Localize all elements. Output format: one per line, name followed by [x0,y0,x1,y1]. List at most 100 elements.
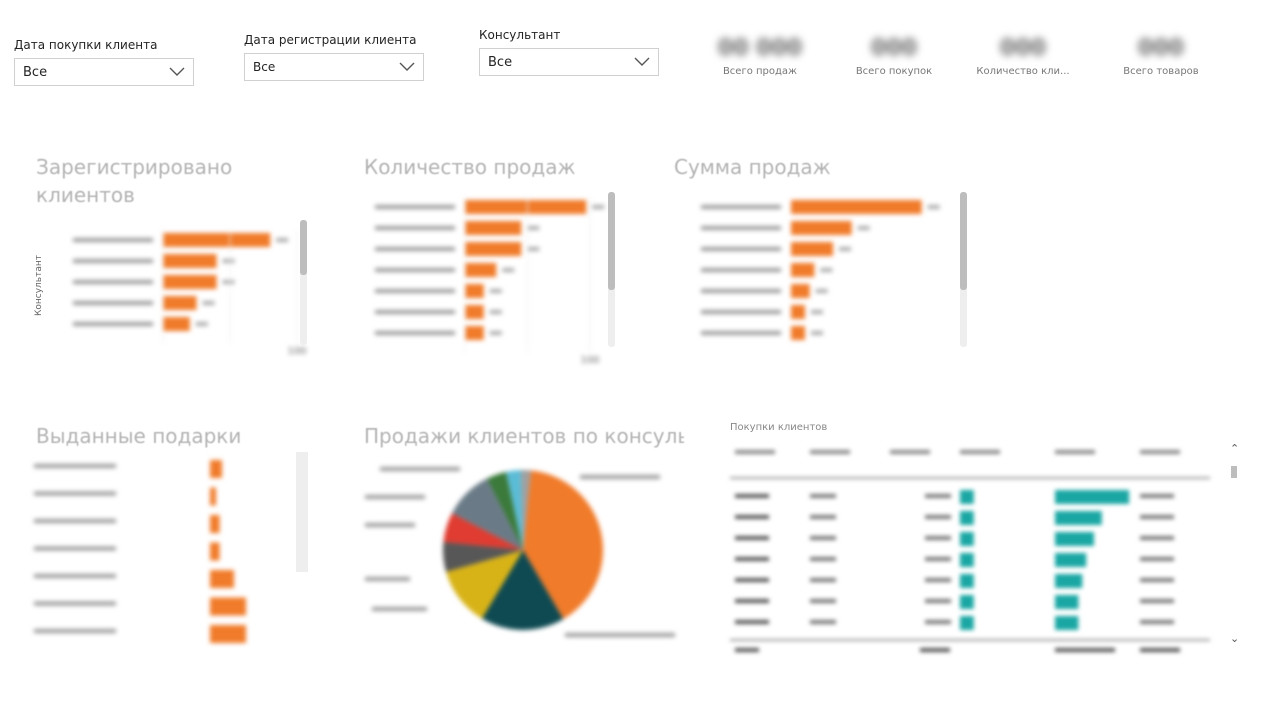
table-databar [960,511,974,525]
slicer-value: Все [253,60,276,74]
bar-category-label [701,289,781,293]
total-cell [735,648,759,652]
bar-category-label [375,310,455,314]
registered-clients-chart: 100 [73,229,307,357]
slicer-dropdown-consultant[interactable]: Все [479,48,659,76]
bar [163,233,271,247]
pie-slice [487,471,523,550]
table-cell [925,599,951,603]
table-scrollbar-thumb[interactable] [1231,466,1237,478]
sales-count-chart: 100 [375,196,605,365]
column-header [890,450,930,454]
slicer-label: Консультант [479,28,561,42]
column-header [1140,450,1180,454]
slicer-dropdown-registration-date[interactable]: Все [244,53,424,81]
total-cell [920,648,950,652]
kpi-value: 00 000 [717,36,803,61]
scrollbar-gifts[interactable] [296,452,308,572]
pie-slice [443,513,523,550]
table-cell [735,557,769,561]
bar-category-label [375,268,455,272]
scrollbar-registered[interactable] [300,220,307,345]
bar-data-label [527,226,540,230]
visual-title-gifts: Выданные подарки [36,424,242,448]
visual-title-registered: Зарегистрировано клиентов [36,155,233,207]
bar-category-label [73,259,153,263]
pie-slice [451,478,523,550]
sales-sum-chart [701,200,940,340]
bar [791,263,815,277]
bar-category-label [34,601,116,606]
bar-category-label [73,280,153,284]
table-cell [925,557,951,561]
table-cell [735,536,769,540]
bar-data-label [820,268,833,272]
bar-data-label [489,289,502,293]
bar-category-label [73,301,153,305]
bar [210,515,220,533]
bar-data-label [222,280,235,284]
slicer-label: Дата регистрации клиента [244,33,417,47]
bar-data-label [502,268,515,272]
total-cell [1140,648,1180,652]
table-cell [810,536,836,540]
table-cell [1140,515,1174,519]
kpi-label: Всего продаж [722,66,798,77]
table-cell [925,515,951,519]
scrollbar-thumb[interactable] [960,192,967,290]
pie-slice [446,550,523,619]
bar-data-label [195,322,208,326]
bar [791,221,852,235]
bar [210,487,216,506]
bar-category-label [34,519,116,523]
pie-data-label [380,467,460,471]
slicer-consultant: Консультант Все [479,28,659,76]
bar [791,284,810,298]
table-cell [810,515,836,519]
pie-slice [443,542,523,572]
gifts-chart [34,460,246,643]
kpi-label: Всего покупок [855,66,933,77]
bar-category-label [701,310,781,314]
table-cell [810,494,836,498]
scrollbar-thumb[interactable] [300,220,307,275]
slicer-value: Все [23,64,48,80]
bar [163,254,217,268]
bar-category-label [34,629,116,633]
bar [465,221,522,235]
pie-data-label [365,577,410,581]
bar-category-label [73,322,153,326]
pie-data-label [565,633,675,637]
bar-data-label [489,331,502,335]
table-databar [1055,616,1079,630]
table-cell [925,620,951,624]
pie-data-label [365,495,425,499]
slicer-dropdown-purchase-date[interactable]: Все [14,58,194,86]
bar-category-label [375,289,455,293]
bar-category-label [73,238,153,242]
kpi-value: 000 [1138,36,1184,61]
pie-chart [365,467,675,637]
bar [210,597,246,616]
table-cell [735,620,769,624]
bar [163,275,217,289]
slicer-purchase-date: Дата покупки клиента Все [14,38,194,86]
bar [210,460,222,478]
table-databar [960,553,974,567]
bar-category-label [701,226,781,230]
table-databar [1055,490,1130,504]
table-cell [1140,557,1174,561]
table-databar [1055,553,1087,567]
pie-data-label [580,475,660,479]
table-body [730,450,1210,652]
scroll-down-icon[interactable]: ⌄ [1230,632,1240,645]
kpi-total-goods: 000 Всего товаров [1101,36,1221,77]
scroll-up-icon[interactable]: ⌃ [1230,442,1240,455]
axis-label-consultant: Консультант [34,255,44,316]
bar [210,625,246,643]
bar [465,326,484,340]
scrollbar-thumb[interactable] [608,192,615,290]
bar-category-label [34,464,116,468]
table-databar [960,616,974,630]
kpi-total-purchases: 000 Всего покупок [834,36,954,77]
